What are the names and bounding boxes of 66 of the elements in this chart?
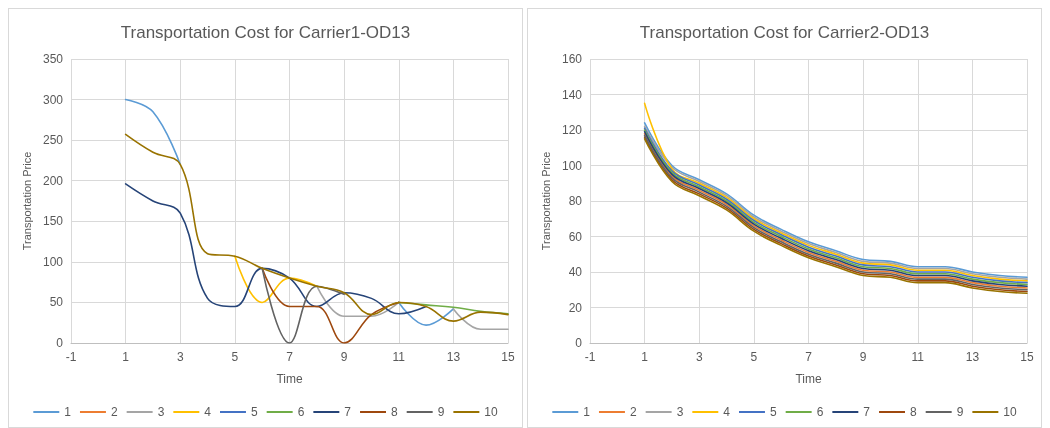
- legend-label: 10: [1003, 405, 1018, 419]
- x-tick-label: 7: [286, 350, 294, 364]
- x-tick-label: 9: [340, 350, 348, 364]
- x-tick-label: 15: [501, 350, 515, 364]
- x-tick-label: 13: [446, 350, 461, 364]
- legend-label: 5: [250, 405, 258, 419]
- y-tick-label: 50: [49, 295, 64, 310]
- line-series: [124, 183, 427, 315]
- line-series: [261, 267, 345, 344]
- legend-label: 3: [157, 405, 165, 419]
- legend-label: 9: [437, 405, 445, 419]
- y-tick-label: 250: [42, 133, 64, 148]
- x-tick-label: 3: [176, 350, 184, 364]
- legend-label: 8: [910, 405, 918, 419]
- legend-label: 3: [676, 405, 684, 419]
- chart-title: Transportation Cost for Carrier1-OD13: [120, 23, 411, 42]
- x-tick-label: 5: [750, 350, 758, 364]
- y-tick-label: 200: [42, 173, 64, 188]
- y-tick-label: 100: [561, 158, 583, 173]
- legend-label: 7: [863, 405, 871, 419]
- x-tick-label: -1: [65, 350, 77, 364]
- y-tick-label: 120: [561, 123, 583, 137]
- x-tick-label: 11: [392, 350, 406, 364]
- x-axis-title: Time: [795, 372, 822, 386]
- line-series: [234, 255, 318, 304]
- x-tick-label: -1: [584, 350, 596, 364]
- y-tick-label: 0: [56, 336, 64, 350]
- x-tick-label: 13: [965, 350, 980, 364]
- chart-title: Transportation Cost for Carrier2-OD13: [639, 23, 930, 42]
- y-tick-label: 300: [42, 92, 64, 107]
- y-tick-label: 100: [42, 254, 64, 269]
- y-axis-title: Transportation Price: [20, 151, 33, 251]
- x-tick-label: 11: [911, 350, 925, 364]
- y-tick-label: 20: [568, 300, 583, 315]
- legend-label: 1: [583, 405, 591, 419]
- x-tick-label: 7: [805, 350, 813, 364]
- y-tick-label: 80: [568, 194, 583, 208]
- legend-label: 2: [629, 405, 637, 419]
- y-tick-label: 40: [568, 265, 583, 279]
- legend-label: 2: [110, 405, 118, 419]
- y-axis-title: Transportation Price: [539, 151, 552, 251]
- x-tick-label: 9: [859, 350, 867, 364]
- y-tick-label: 350: [42, 52, 64, 66]
- y-tick-label: 140: [561, 87, 583, 102]
- legend-label: 1: [64, 405, 72, 419]
- x-axis-title: Time: [276, 372, 303, 386]
- x-tick-label: 3: [695, 350, 703, 364]
- line-series: [261, 267, 400, 344]
- y-tick-label: 150: [42, 214, 64, 229]
- legend-label: 9: [956, 405, 964, 419]
- legend-label: 8: [391, 405, 399, 419]
- y-tick-label: 60: [568, 229, 583, 244]
- x-tick-label: 15: [1020, 350, 1034, 364]
- legend-label: 5: [769, 405, 777, 419]
- x-tick-label: 1: [641, 350, 649, 364]
- legend-label: 6: [816, 405, 824, 419]
- legend-label: 4: [723, 405, 731, 419]
- y-tick-label: 160: [561, 52, 583, 66]
- legend-label: 10: [484, 405, 499, 419]
- y-tick-label: 0: [575, 336, 583, 350]
- x-tick-label: 5: [231, 350, 239, 364]
- legend-label: 4: [204, 405, 212, 419]
- legend-label: 6: [297, 405, 305, 419]
- legend-label: 7: [344, 405, 352, 419]
- x-tick-label: 1: [122, 350, 130, 364]
- line-series: [124, 133, 509, 322]
